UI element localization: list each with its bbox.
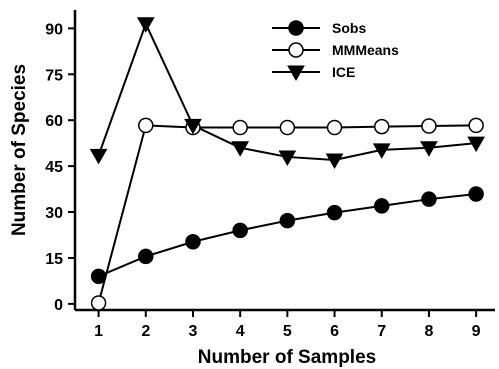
x-tick-label-7: 7: [377, 323, 386, 340]
legend-label-mmmeans: MMMeans: [332, 42, 399, 58]
point-mmmeans-9: [468, 117, 484, 134]
y-tick-label-15: 15: [45, 251, 63, 268]
x-tick-label-3: 3: [189, 323, 198, 340]
x-tick-label-1: 1: [94, 323, 103, 340]
point-ice-7: [372, 143, 391, 159]
y-tick-label-45: 45: [45, 159, 63, 176]
point-ice-4: [231, 141, 250, 157]
point-sobs-6: [326, 204, 343, 221]
point-sobs-8: [421, 191, 437, 207]
point-sobs-1: [90, 268, 107, 285]
y-tick-label-90: 90: [45, 21, 63, 38]
legend-marker-ice: [287, 65, 305, 82]
legend-label-ice: ICE: [332, 64, 355, 80]
series-line-ice: [97, 21, 477, 162]
series-layer: [89, 17, 485, 311]
legend: Sobs MMMeans ICE: [272, 20, 399, 82]
point-mmmeans-7: [373, 118, 390, 135]
x-axis-label: Number of Samples: [198, 347, 376, 368]
point-sobs-4: [232, 222, 248, 239]
x-tick-label-8: 8: [424, 323, 433, 340]
legend-marker-mmmeans: [288, 42, 304, 58]
legend-marker-sobs: [288, 20, 304, 36]
point-mmmeans-8: [421, 118, 437, 134]
point-mmmeans-5: [279, 119, 296, 136]
point-ice-5: [278, 150, 297, 166]
point-ice-2: [136, 17, 155, 33]
point-mmmeans-4: [232, 119, 248, 136]
x-tick-label-4: 4: [236, 323, 245, 340]
y-axis-label: Number of Species: [9, 64, 30, 236]
point-ice-3: [184, 118, 202, 135]
point-mmmeans-6: [326, 119, 343, 136]
point-mmmeans-2: [138, 117, 154, 134]
point-sobs-9: [468, 186, 484, 202]
y-tick-label-75: 75: [45, 67, 63, 84]
point-ice-9: [467, 136, 485, 153]
y-tick-label-30: 30: [45, 205, 63, 222]
series-line-sobs: [98, 192, 477, 278]
y-tick-label-0: 0: [54, 297, 63, 314]
point-ice-8: [420, 141, 438, 157]
legend-label-sobs: Sobs: [332, 20, 366, 36]
point-sobs-7: [373, 198, 390, 214]
x-tick-label-5: 5: [283, 323, 292, 340]
point-ice-6: [325, 153, 344, 170]
point-sobs-3: [185, 233, 201, 250]
point-ice-1: [89, 148, 108, 165]
point-mmmeans-1: [90, 295, 107, 311]
y-tick-label-60: 60: [45, 113, 63, 130]
point-sobs-2: [138, 248, 154, 265]
x-tick-label-2: 2: [141, 323, 150, 340]
x-tick-label-6: 6: [330, 323, 339, 340]
x-tick-label-9: 9: [472, 323, 481, 340]
point-sobs-5: [279, 212, 296, 229]
